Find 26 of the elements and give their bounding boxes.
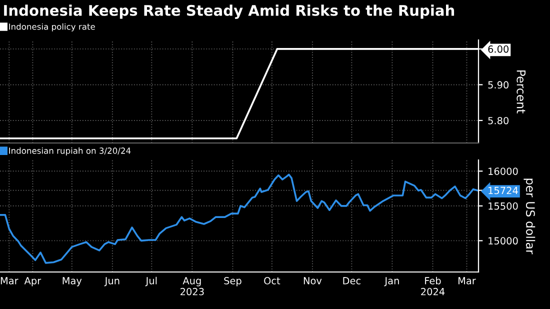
x-tick-label: Mar (0, 277, 18, 284)
y-tick-label: 5.80 (488, 116, 509, 124)
legend-label: Indonesia policy rate (9, 23, 95, 32)
x-tick-label: Apr (24, 277, 42, 286)
x-tick-label: Nov (304, 277, 322, 284)
y-axis-title: Percent (516, 70, 526, 114)
y-tick-label: 15500 (488, 202, 518, 210)
y-tick-label: 6.00 (488, 45, 509, 53)
y-tick-label: 5.90 (488, 81, 509, 89)
x-tick-label: Oct (264, 277, 280, 284)
chart-title: Indonesia Keeps Rate Steady Amid Risks to the Rupiah (4, 4, 454, 19)
x-tick-label: Jan (384, 277, 399, 286)
x-tick-label: Mar (458, 277, 476, 284)
x-tick-label: Dec (343, 277, 360, 284)
y-axis-title: per US dollar (524, 178, 536, 254)
y-tick-label: 15724 (488, 186, 518, 194)
x-tick-label: Feb 2024 (421, 276, 445, 296)
x-tick-label: Jul (145, 276, 157, 286)
y-tick-label: 16000 (488, 168, 518, 175)
y-tick-label: 15000 (488, 237, 518, 245)
x-tick-label: Sep (224, 277, 242, 286)
x-tick-label: Aug 2023 (180, 277, 204, 296)
legend-label: Indonesian rupiah on 3/20/24 (9, 147, 131, 156)
x-tick-label: Jun (104, 277, 120, 286)
x-tick-label: May (62, 277, 82, 286)
line-series (0, 174, 478, 264)
